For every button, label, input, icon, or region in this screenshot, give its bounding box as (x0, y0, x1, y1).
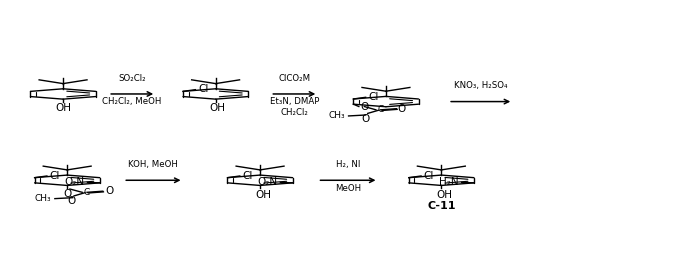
Text: ClCO₂M: ClCO₂M (279, 74, 311, 83)
Text: OH: OH (255, 190, 272, 199)
Text: H₂, NI: H₂, NI (336, 160, 360, 169)
Text: O₂N: O₂N (65, 177, 84, 187)
Text: CH₃: CH₃ (329, 111, 345, 120)
Text: SO₂Cl₂: SO₂Cl₂ (119, 74, 146, 83)
Text: O: O (360, 102, 369, 112)
Text: O: O (362, 114, 370, 124)
Text: OH: OH (55, 103, 71, 113)
Text: C: C (378, 105, 383, 114)
Text: H₂N: H₂N (439, 177, 459, 187)
Text: Cl: Cl (198, 84, 209, 95)
Text: CH₃: CH₃ (35, 194, 52, 203)
Text: CH₂Cl₂, MeOH: CH₂Cl₂, MeOH (103, 97, 162, 106)
Text: OH: OH (437, 190, 453, 199)
Text: O: O (105, 186, 114, 196)
Text: Cl: Cl (369, 92, 379, 102)
Text: O: O (68, 196, 76, 206)
Text: O: O (63, 189, 71, 199)
Text: MeOH: MeOH (335, 184, 361, 193)
Text: Cl: Cl (242, 171, 253, 181)
Text: Cl: Cl (424, 171, 434, 181)
Text: Et₃N, DMAP
CH₂Cl₂: Et₃N, DMAP CH₂Cl₂ (269, 97, 319, 117)
Text: O: O (398, 104, 406, 114)
Text: OH: OH (209, 103, 225, 113)
Text: O₂N: O₂N (258, 177, 278, 187)
Text: KNO₃, H₂SO₄: KNO₃, H₂SO₄ (454, 81, 507, 90)
Text: KOH, MeOH: KOH, MeOH (128, 160, 178, 169)
Text: C-11: C-11 (427, 201, 456, 211)
Text: C: C (84, 188, 90, 197)
Text: Cl: Cl (50, 171, 60, 181)
